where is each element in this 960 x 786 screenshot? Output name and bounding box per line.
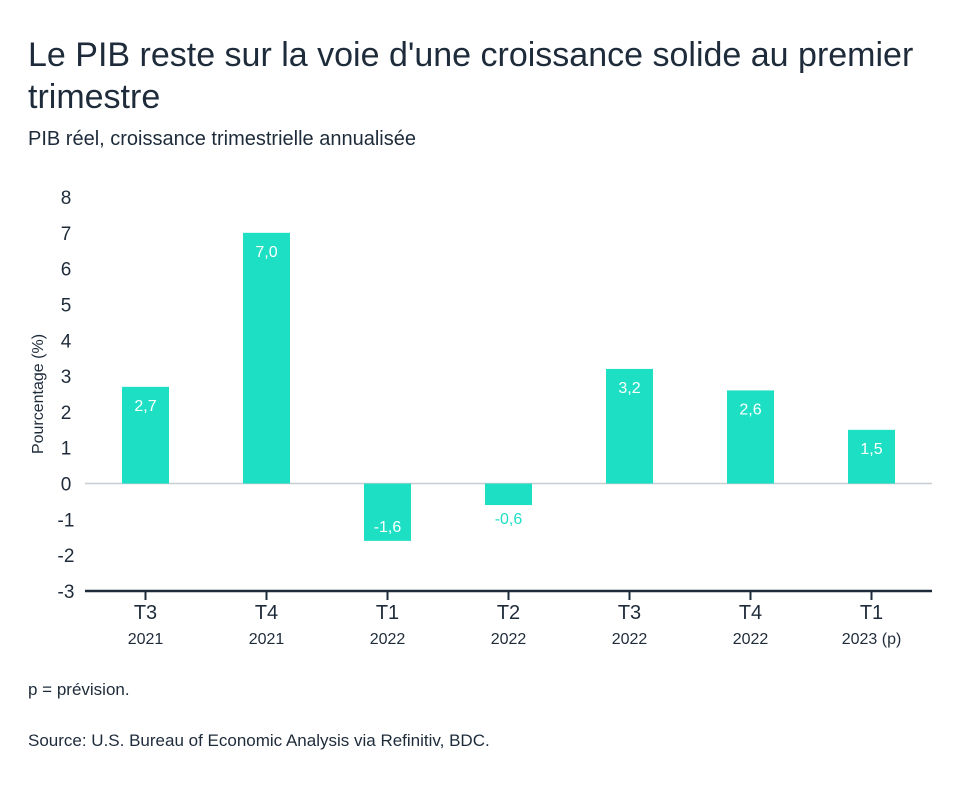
- y-tick-label: 8: [61, 188, 72, 209]
- bar: [485, 483, 532, 506]
- x-tick-label-quarter: T2: [497, 602, 520, 624]
- x-tick-label-quarter: T4: [255, 602, 278, 624]
- bar-value-label: 1,5: [860, 441, 882, 458]
- forecast-note: p = prévision.: [28, 680, 130, 699]
- bar-value-label: 3,2: [618, 380, 640, 397]
- bar-value-label: -0,6: [495, 511, 523, 528]
- y-tick-label: 2: [61, 403, 72, 424]
- y-tick-label: 0: [61, 475, 72, 496]
- y-tick-label: 4: [61, 331, 72, 352]
- y-tick-label: 5: [61, 295, 72, 316]
- y-tick-label: -1: [58, 510, 75, 531]
- bar: [727, 390, 774, 484]
- x-tick-label-year: 2023 (p): [842, 631, 902, 648]
- x-tick-label-year: 2022: [612, 631, 648, 648]
- y-tick-label: 6: [61, 260, 72, 281]
- x-tick-label-year: 2022: [733, 631, 769, 648]
- bar: [122, 386, 169, 484]
- x-tick-label-year: 2022: [491, 631, 527, 648]
- bar-value-label: -1,6: [374, 519, 402, 536]
- y-tick-label: -2: [58, 546, 75, 567]
- bar-value-label: 2,6: [739, 401, 761, 418]
- x-tick-label-year: 2021: [249, 631, 285, 648]
- x-tick-label-year: 2021: [128, 631, 164, 648]
- x-tick-label-quarter: T4: [739, 602, 762, 624]
- bar: [606, 368, 653, 484]
- y-tick-label: -3: [58, 582, 75, 603]
- bar: [848, 429, 895, 484]
- bar-value-label: 2,7: [134, 398, 156, 415]
- bar-value-label: 7,0: [255, 244, 277, 261]
- source-note: Source: U.S. Bureau of Economic Analysis…: [28, 731, 490, 750]
- x-tick-label-quarter: T1: [376, 602, 399, 624]
- x-tick-label-quarter: T3: [134, 602, 157, 624]
- bar: [364, 483, 411, 541]
- chart-title: Le PIB reste sur la voie d'une croissanc…: [28, 36, 914, 116]
- bar: [243, 232, 290, 484]
- y-axis-label: Pourcentage (%): [30, 334, 47, 454]
- chart-subtitle: PIB réel, croissance trimestrielle annua…: [28, 128, 416, 150]
- y-tick-label: 1: [61, 439, 72, 460]
- y-tick-label: 7: [61, 224, 72, 245]
- x-tick-label-quarter: T1: [860, 602, 883, 624]
- y-tick-label: 3: [61, 367, 72, 388]
- x-tick-label-year: 2022: [370, 631, 406, 648]
- x-tick-label-quarter: T3: [618, 602, 641, 624]
